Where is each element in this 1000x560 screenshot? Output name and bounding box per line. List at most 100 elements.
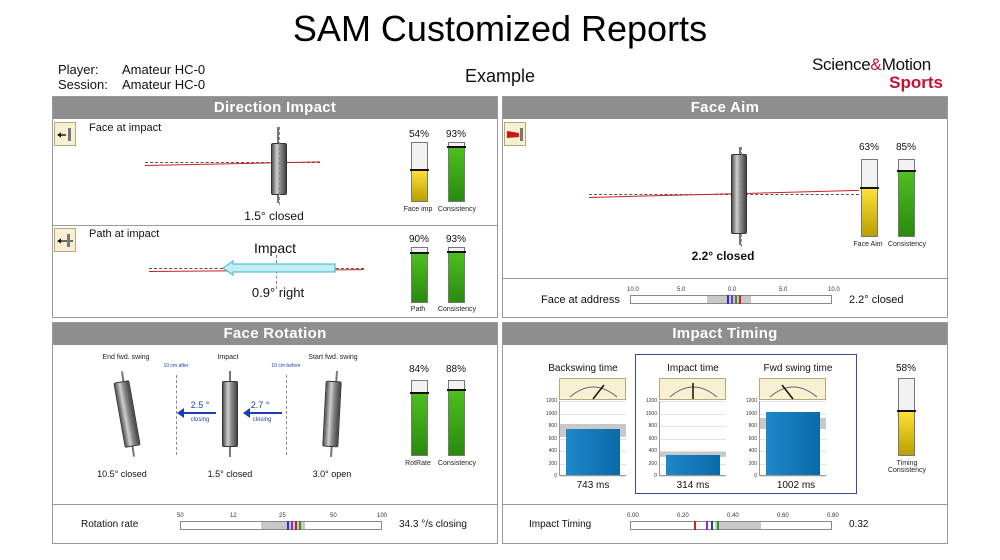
face-aim-consistency-pct: 85% [895, 142, 916, 153]
aim-putter-head [731, 154, 747, 234]
timing-scale-tick-2: 0.20 [677, 513, 689, 519]
address-scale-tick-5: 10.0 [828, 287, 840, 293]
player-value: Amateur HC-0 [122, 62, 206, 77]
address-range-band [707, 296, 751, 303]
after-marker-line [176, 375, 177, 455]
face-aim-gauge-label: Face Aim [853, 241, 883, 248]
timing-scale-tick-1: 0.00 [627, 513, 639, 519]
face-consistency-gauge [447, 142, 466, 202]
chart-y-tick: 600 [748, 435, 757, 442]
gauge-fill [449, 390, 464, 455]
gauge-fill [449, 252, 464, 302]
fwd-swing-time-chart: 1200 1000 800 600 400 200 0 [746, 398, 826, 479]
logo-motion: Motion [881, 55, 932, 74]
face-address-scale [630, 295, 832, 304]
address-scale-tick-2: 5.0 [677, 287, 686, 293]
page-title: SAM Customized Reports [292, 8, 708, 49]
face-imp-gauge [410, 142, 429, 202]
face-at-address-value: 2.2° closed [849, 294, 904, 306]
chart-gridline [660, 451, 726, 452]
path-consistency-gauge-label: Consistency [437, 306, 477, 313]
path-consistency-gauge [447, 247, 466, 303]
chart-gridline [560, 476, 626, 477]
marker-after-label: 10 cm after [163, 363, 189, 369]
gauge-level-mark [860, 187, 879, 189]
chart-y-tick: 800 [548, 423, 557, 429]
chart-y-tick: 200 [748, 460, 757, 467]
gauge-fill [412, 253, 427, 302]
backswing-time-chart: 1200 1000 800 600 400 200 0 [546, 398, 626, 479]
chart-gridline [660, 476, 726, 477]
fwd-swing-time-value: 1002 ms [776, 480, 816, 491]
rate-scale-tick-3: 25 [279, 513, 286, 519]
rate-scale-tick-4: 50 [330, 513, 337, 519]
timing-bar [666, 455, 720, 475]
gauge-fill [899, 171, 914, 236]
face-impact-icon [57, 128, 71, 141]
chart-y-tick: 200 [548, 460, 557, 467]
report-subtitle: Example [464, 66, 536, 86]
timing-marker-purple [706, 521, 708, 530]
impact-result: 1.5° closed [207, 469, 253, 479]
gauge-level-mark [447, 146, 466, 148]
path-direction-arrow [222, 260, 336, 276]
start-fwd-swing-label: Start fwd. swing [308, 354, 358, 361]
impact-time-label: Impact time [667, 363, 719, 374]
face-aim-icon [507, 128, 523, 141]
chart-y-tick: 0 [554, 473, 557, 479]
end-fwd-swing-label: End fwd. swing [102, 354, 150, 361]
impact-dial-icon [669, 383, 718, 399]
timing-scale-tick-4: 0.60 [777, 513, 789, 519]
fwd-swing-gauge-icon [759, 378, 826, 400]
impact-time-chart: 1200 1000 800 600 400 200 0 [646, 398, 726, 479]
rotrate-pct: 84% [408, 364, 429, 375]
backswing-time-value: 743 ms [576, 480, 610, 491]
face-aim-gauge [860, 159, 879, 237]
session-value: Amateur HC-0 [122, 77, 206, 92]
address-marker-blue [727, 295, 729, 304]
chart-reference-band [660, 452, 726, 458]
path-impact-result: 0.9° right [251, 285, 305, 300]
impact-putter [222, 381, 238, 447]
timing-consistency-gauge-label: Timing Consistency [887, 460, 927, 474]
rate-scale-tick-1: 50 [177, 513, 184, 519]
face-rotation-divider [53, 504, 497, 505]
start-swing-putter [322, 380, 342, 448]
address-scale-tick-1: 10.0 [627, 287, 639, 293]
gauge-level-mark [410, 392, 429, 394]
arrow-left-value: 2.5 ° [190, 400, 210, 410]
player-session-info: Player: Amateur HC-0 Session: Amateur HC… [58, 62, 205, 92]
timing-marker-red [694, 521, 696, 530]
impact-col-label: Impact [217, 354, 239, 361]
rotation-rate-value: 34.3 °/s closing [399, 519, 467, 530]
face-aim-thumbnail[interactable] [504, 122, 526, 146]
rate-marker-red [295, 521, 297, 530]
face-imp-pct: 54% [408, 129, 429, 140]
rate-scale-tick-5: 100 [377, 513, 388, 519]
face-impact-result: 1.5° closed [244, 209, 304, 223]
face-imp-gauge-label: Face imp [403, 206, 433, 213]
face-rotation-title: Face Rotation [53, 323, 497, 345]
rotation-arrow-right [243, 408, 282, 418]
gauge-fill [412, 170, 427, 201]
face-aim-title: Face Aim [503, 97, 947, 119]
logo-amp: & [870, 55, 882, 74]
chart-y-tick: 0 [654, 473, 657, 479]
start-swing-result: 3.0° open [312, 469, 352, 479]
timing-bar [766, 412, 820, 475]
impact-timing-scale [630, 521, 832, 530]
player-label: Player: [58, 62, 99, 77]
face-rotation-panel: Face Rotation End fwd. swing Impact Star… [52, 322, 498, 544]
fwd-swing-time-label: Fwd swing time [763, 363, 833, 374]
chart-y-tick: 800 [748, 423, 757, 429]
address-scale-tick-3: 0.0 [728, 287, 737, 293]
aim-center-line [741, 147, 742, 247]
face-impact-label: Face at impact [89, 122, 162, 134]
impact-timing-title: Impact Timing [503, 323, 947, 345]
path-impact-thumbnail[interactable] [54, 228, 76, 252]
backswing-gauge-icon [559, 378, 626, 400]
face-aim-divider [503, 278, 947, 279]
face-impact-thumbnail[interactable] [54, 122, 76, 146]
chart-y-tick: 400 [748, 448, 757, 454]
logo-science: Science [812, 55, 871, 74]
